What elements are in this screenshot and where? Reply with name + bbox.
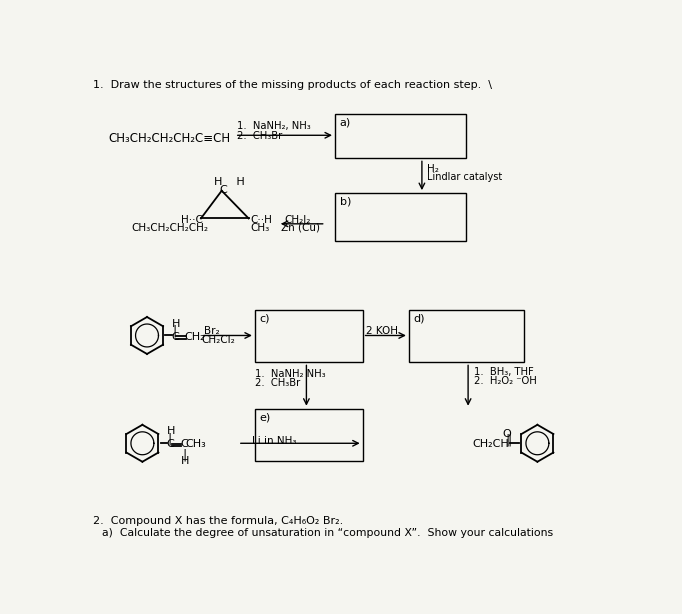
Text: Zn (Cu): Zn (Cu): [281, 222, 320, 232]
Text: H··C: H··C: [181, 214, 203, 225]
Text: C: C: [171, 332, 179, 341]
Text: C: C: [166, 440, 174, 449]
Text: 1.  NaNH₂ NH₃: 1. NaNH₂ NH₃: [255, 368, 325, 379]
Bar: [335, 193, 466, 241]
Bar: [335, 114, 466, 158]
Text: H: H: [181, 456, 190, 465]
Text: 2.  H₂O₂ ⁻OH: 2. H₂O₂ ⁻OH: [474, 376, 537, 386]
Bar: [409, 310, 524, 362]
Text: H: H: [172, 319, 180, 328]
Text: H: H: [167, 426, 175, 437]
Text: 2 KOH: 2 KOH: [366, 326, 398, 336]
Text: 2.  Compound X has the formula, C₄H₆O₂ Br₂.: 2. Compound X has the formula, C₄H₆O₂ Br…: [93, 516, 343, 526]
Text: CH₂: CH₂: [185, 332, 205, 341]
Text: |: |: [173, 325, 177, 338]
Text: b): b): [340, 197, 351, 207]
Text: CH₃CH₂CH₂CH₂: CH₃CH₂CH₂CH₂: [132, 223, 209, 233]
Text: CH₂CH: CH₂CH: [473, 440, 509, 449]
Bar: [255, 409, 363, 461]
Text: 2.  CH₃Br: 2. CH₃Br: [255, 378, 300, 388]
Text: e): e): [259, 413, 271, 422]
Text: 1.  BH₃, THF: 1. BH₃, THF: [474, 367, 534, 377]
Text: O: O: [502, 429, 511, 438]
Text: H    H: H H: [214, 177, 245, 187]
Text: CH₃: CH₃: [186, 440, 206, 449]
Text: a): a): [340, 117, 351, 128]
Text: Lindlar catalyst: Lindlar catalyst: [428, 173, 503, 182]
Text: CH₂I₂: CH₂I₂: [284, 214, 310, 225]
Text: 1.  Draw the structures of the missing products of each reaction step.  \: 1. Draw the structures of the missing pr…: [93, 80, 492, 90]
Text: CH₂Cl₂: CH₂Cl₂: [201, 335, 235, 344]
Text: Br₂: Br₂: [204, 326, 220, 336]
Text: 2.  CH₃Br: 2. CH₃Br: [237, 131, 282, 141]
Text: C: C: [220, 185, 227, 195]
Text: d): d): [413, 314, 425, 324]
Text: C··H: C··H: [250, 214, 272, 225]
Text: CH₃CH₂CH₂CH₂C≡CH: CH₃CH₂CH₂CH₂C≡CH: [108, 132, 231, 145]
Text: ‖: ‖: [505, 433, 512, 446]
Text: c): c): [259, 314, 270, 324]
Text: a)  Calculate the degree of unsaturation in “compound X”.  Show your calculation: a) Calculate the degree of unsaturation …: [102, 528, 554, 538]
Bar: [255, 310, 363, 362]
Text: Li in NH₃: Li in NH₃: [252, 435, 296, 446]
Text: 1.  NaNH₂, NH₃: 1. NaNH₂, NH₃: [237, 122, 311, 131]
Text: |: |: [168, 432, 172, 446]
Text: |: |: [183, 449, 187, 462]
Text: H₂: H₂: [428, 164, 439, 174]
Text: CH₃: CH₃: [250, 223, 269, 233]
Text: C: C: [180, 440, 188, 449]
